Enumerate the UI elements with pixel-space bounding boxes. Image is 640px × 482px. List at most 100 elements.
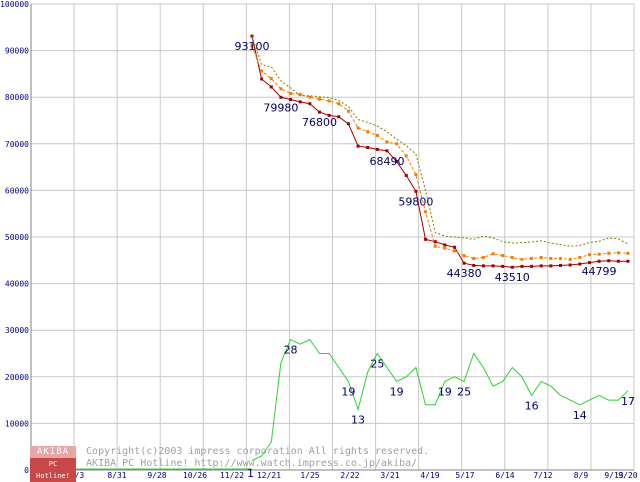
avg-price-point — [395, 142, 399, 146]
avg-price-point — [607, 251, 611, 255]
series-layer — [31, 34, 630, 470]
x-tick-label: 9/13 — [604, 471, 623, 480]
x-tick-label: 9/20 — [618, 471, 637, 480]
min-price-point — [626, 259, 630, 263]
data-label: 14 — [573, 409, 587, 422]
data-label: 44799 — [582, 265, 617, 278]
avg-price-point — [472, 256, 476, 260]
data-label: 43510 — [495, 271, 530, 284]
min-price-point — [530, 264, 534, 268]
data-label: 93100 — [235, 40, 270, 53]
avg-price-point — [568, 257, 572, 261]
data-label: 76800 — [302, 116, 337, 129]
avg-price-point — [308, 95, 312, 99]
avg-price-point — [433, 244, 437, 248]
min-price-point — [356, 144, 360, 148]
y-tick-label: 70000 — [5, 140, 29, 149]
min-price-point — [578, 262, 582, 266]
y-tick-label: 0 — [24, 466, 29, 475]
data-label: 19 — [341, 385, 355, 398]
avg-price-point — [269, 77, 273, 81]
y-tick-label: 30000 — [5, 326, 29, 335]
avg-price-point — [424, 210, 428, 214]
x-tick-label: 3/21 — [380, 471, 399, 480]
y-axis-ticks: 0 10000 20000 30000 40000 50000 60000 70000 8000… — [0, 0, 29, 475]
data-label: 25 — [370, 358, 384, 371]
avg-price-point — [452, 249, 456, 253]
site-url-line: AKIBA PC Hotline! http://www.watch.impre… — [86, 458, 418, 469]
x-tick-label: 10/26 — [183, 471, 207, 480]
data-labels: 93100 79980 76800 68490 59800 44380 43510 44799… — [235, 40, 636, 426]
avg-price-point — [597, 252, 601, 256]
data-label: 79980 — [263, 101, 298, 114]
data-label: 68490 — [369, 155, 404, 168]
min-price-point — [327, 113, 331, 117]
avg-price-point — [346, 109, 350, 113]
avg-price-point — [414, 173, 418, 177]
min-price-point — [298, 100, 302, 104]
avg-price-point — [366, 130, 370, 134]
y-tick-label: 80000 — [5, 93, 29, 102]
y-tick-label: 100000 — [0, 0, 29, 9]
avg-price-point — [317, 97, 321, 101]
x-tick-label: 6/14 — [495, 471, 514, 480]
min-price-point — [597, 259, 601, 263]
avg-price-point — [626, 251, 630, 255]
max-price-line — [251, 36, 629, 247]
min-price-point — [491, 264, 495, 268]
min-price-point — [337, 115, 341, 119]
min-price-point — [559, 263, 563, 267]
copyright-watermark: AKIBA PC Hotline! Copyright(c)2003 impre… — [30, 446, 429, 482]
y-tick-label: 20000 — [5, 373, 29, 382]
avg-price-point — [578, 256, 582, 260]
avg-price-point — [462, 254, 466, 258]
min-price-point — [443, 243, 447, 247]
min-price-point — [385, 149, 389, 153]
data-label: 59800 — [398, 195, 433, 208]
chart-marker-label: 1 — [247, 467, 254, 480]
min-price-point — [539, 264, 543, 268]
min-price-point — [607, 259, 611, 263]
min-price-line — [251, 36, 628, 268]
min-price-point — [462, 261, 466, 265]
avg-price-point — [260, 69, 264, 73]
avg-price-line — [251, 45, 629, 260]
avg-price-point — [337, 102, 341, 106]
x-tick-label: 7/12 — [533, 471, 552, 480]
avg-price-point — [491, 252, 495, 256]
avg-price-point — [327, 99, 331, 103]
min-price-point — [452, 245, 456, 249]
min-price-point — [317, 110, 321, 114]
data-label: 13 — [351, 413, 365, 426]
min-price-point — [414, 189, 418, 193]
avg-price-point — [520, 257, 524, 261]
x-tick-label: 4/19 — [420, 471, 439, 480]
min-price-point — [549, 264, 553, 268]
chart-grid — [30, 3, 635, 471]
min-price-point — [404, 173, 408, 177]
avg-price-point — [501, 254, 505, 258]
y-tick-label: 10000 — [5, 419, 29, 428]
min-price-point — [501, 264, 505, 268]
x-tick-label: 9/28 — [147, 471, 166, 480]
min-price-point — [510, 265, 514, 269]
avg-price-point — [404, 154, 408, 158]
shop-count-line — [251, 338, 629, 462]
y-tick-label: 50000 — [5, 233, 29, 242]
min-price-point — [424, 237, 428, 241]
x-tick-label: 8/9 — [574, 471, 589, 480]
x-tick-label: 5/17 — [455, 471, 474, 480]
akiba-logo: AKIBA PC Hotline! — [30, 446, 76, 482]
x-tick-label: 12/21 — [257, 471, 281, 480]
data-label: 16 — [525, 399, 539, 412]
y-tick-label: 90000 — [5, 47, 29, 56]
x-tick-label: 11/22 — [220, 471, 244, 480]
min-price-point — [395, 160, 399, 164]
min-price-point — [279, 95, 283, 99]
avg-price-point — [385, 140, 389, 144]
data-label: 28 — [284, 344, 298, 357]
min-price-point — [308, 102, 312, 106]
avg-price-point — [250, 44, 254, 48]
avg-price-point — [481, 256, 485, 260]
